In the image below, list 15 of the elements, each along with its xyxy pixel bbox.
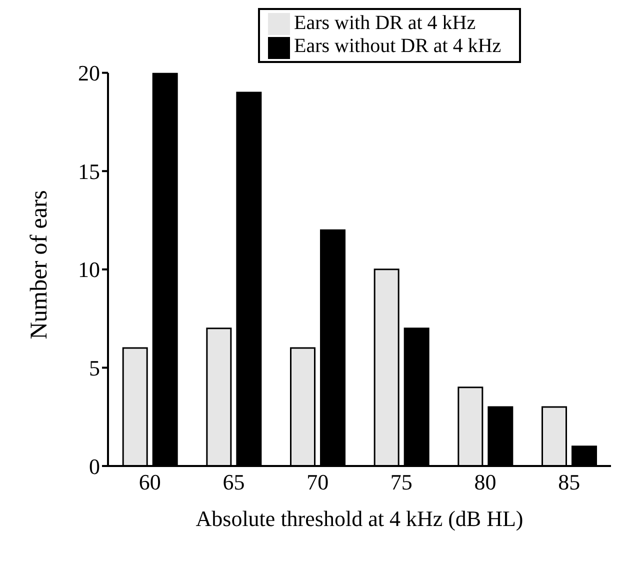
x-tick-label: 60 [138, 470, 161, 495]
x-axis-title: Absolute threshold at 4 kHz (dB HL) [196, 506, 524, 531]
x-tick-label: 75 [390, 470, 412, 495]
x-tick-label: 70 [306, 470, 329, 495]
y-axis-title: Number of ears [26, 190, 53, 340]
x-tick-label: 80 [474, 470, 496, 495]
legend-label: Ears without DR at 4 kHz [294, 35, 502, 58]
y-tick-label: 10 [78, 257, 100, 282]
y-tick-label: 0 [89, 454, 100, 479]
x-tick-label: 85 [558, 470, 580, 495]
y-tick-label: 15 [78, 158, 100, 184]
x-tick-label: 65 [222, 470, 245, 495]
legend-label: Ears with DR at 4 kHz [294, 12, 476, 34]
y-tick-label: 5 [89, 356, 100, 381]
y-tick-label: 20 [78, 60, 100, 86]
